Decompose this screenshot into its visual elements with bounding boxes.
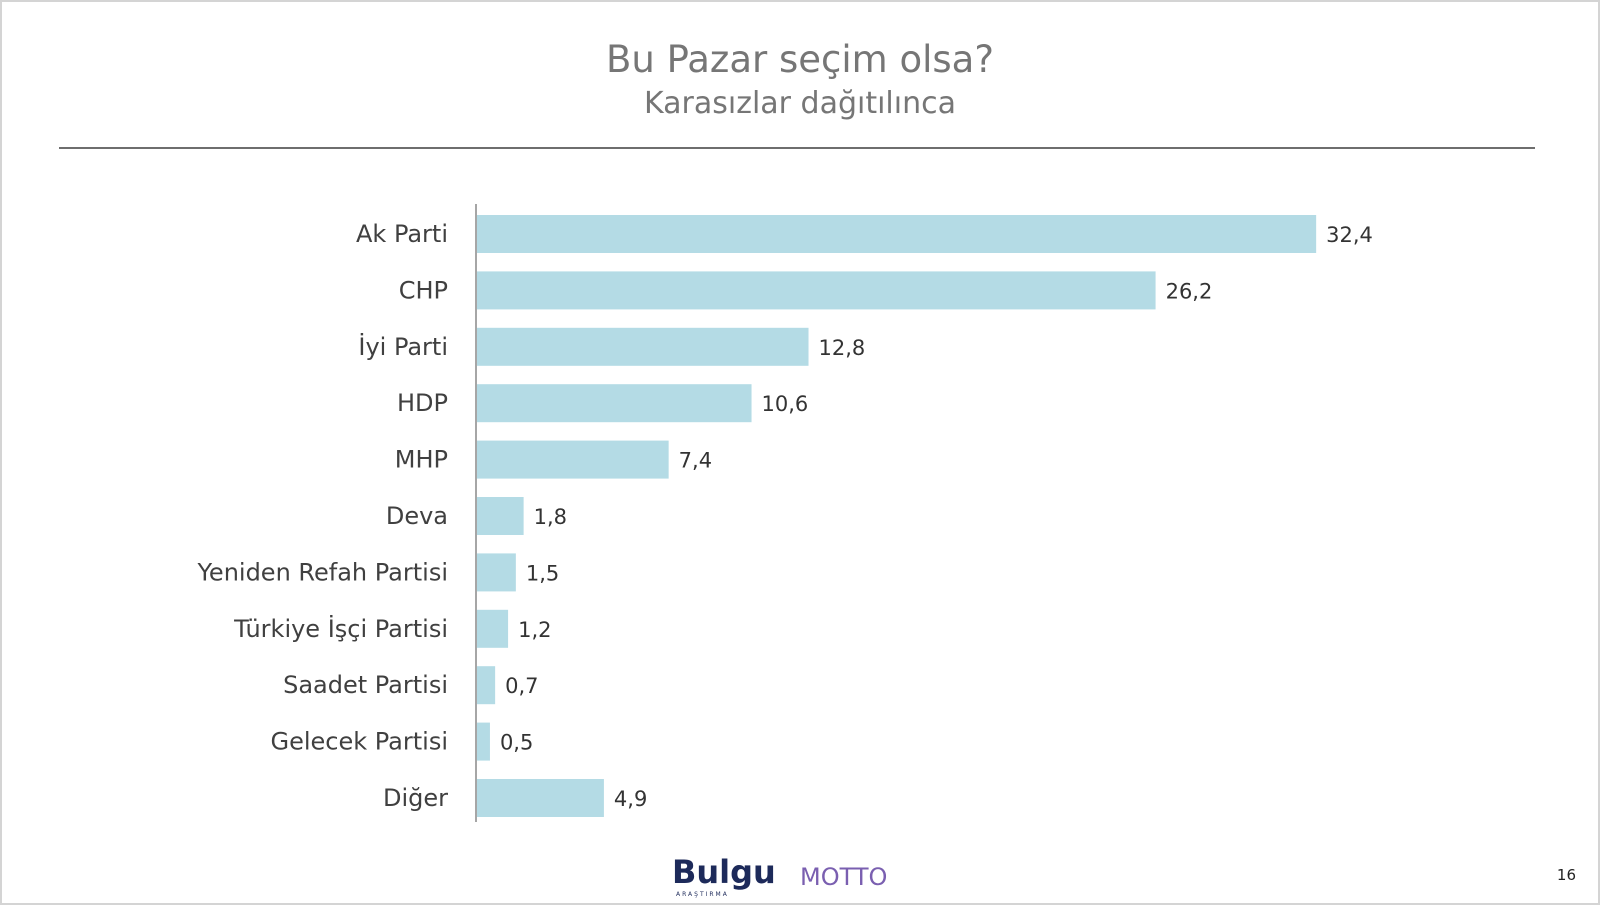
category-label: Saadet Partisi <box>283 671 448 699</box>
category-label: Diğer <box>383 784 448 812</box>
category-label: CHP <box>399 276 448 304</box>
data-label: 1,5 <box>526 561 559 585</box>
bar <box>477 779 604 817</box>
data-label: 0,7 <box>505 674 538 698</box>
category-label: Yeniden Refah Partisi <box>196 558 448 586</box>
category-label: HDP <box>397 389 448 417</box>
data-label: 26,2 <box>1166 279 1213 303</box>
data-label: 10,6 <box>762 392 809 416</box>
data-label: 1,8 <box>534 505 567 529</box>
bar <box>477 440 669 479</box>
title-divider <box>59 147 1535 149</box>
bulgu-logo: Bulgu <box>672 853 776 891</box>
category-label: Gelecek Partisi <box>270 728 448 756</box>
data-label: 0,5 <box>500 731 533 755</box>
bar <box>477 327 809 366</box>
bar <box>477 497 524 535</box>
bar <box>477 215 1317 253</box>
category-label: Ak Parti <box>356 220 448 248</box>
data-label: 7,4 <box>679 449 712 473</box>
category-label: MHP <box>395 446 448 474</box>
category-label: İyi Parti <box>358 332 448 361</box>
category-label: Deva <box>386 502 448 530</box>
data-label: 4,9 <box>614 787 647 811</box>
chart-subtitle: Karasızlar dağıtılınca <box>643 86 956 121</box>
motto-logo: MOTTO <box>800 863 888 891</box>
page-number: 16 <box>1556 866 1576 884</box>
bar <box>477 722 490 761</box>
chart-title: Bu Pazar seçim olsa? <box>606 38 994 81</box>
bar <box>477 666 496 705</box>
bar <box>477 271 1156 310</box>
bulgu-logo-sub: ARAŞTIRMA <box>676 891 729 898</box>
category-label: Türkiye İşçi Partisi <box>233 614 448 643</box>
bar <box>477 553 516 592</box>
data-label: 1,2 <box>518 618 551 642</box>
bar <box>477 384 752 423</box>
data-label: 32,4 <box>1326 223 1373 247</box>
data-label: 12,8 <box>819 336 866 360</box>
bar <box>477 609 509 648</box>
